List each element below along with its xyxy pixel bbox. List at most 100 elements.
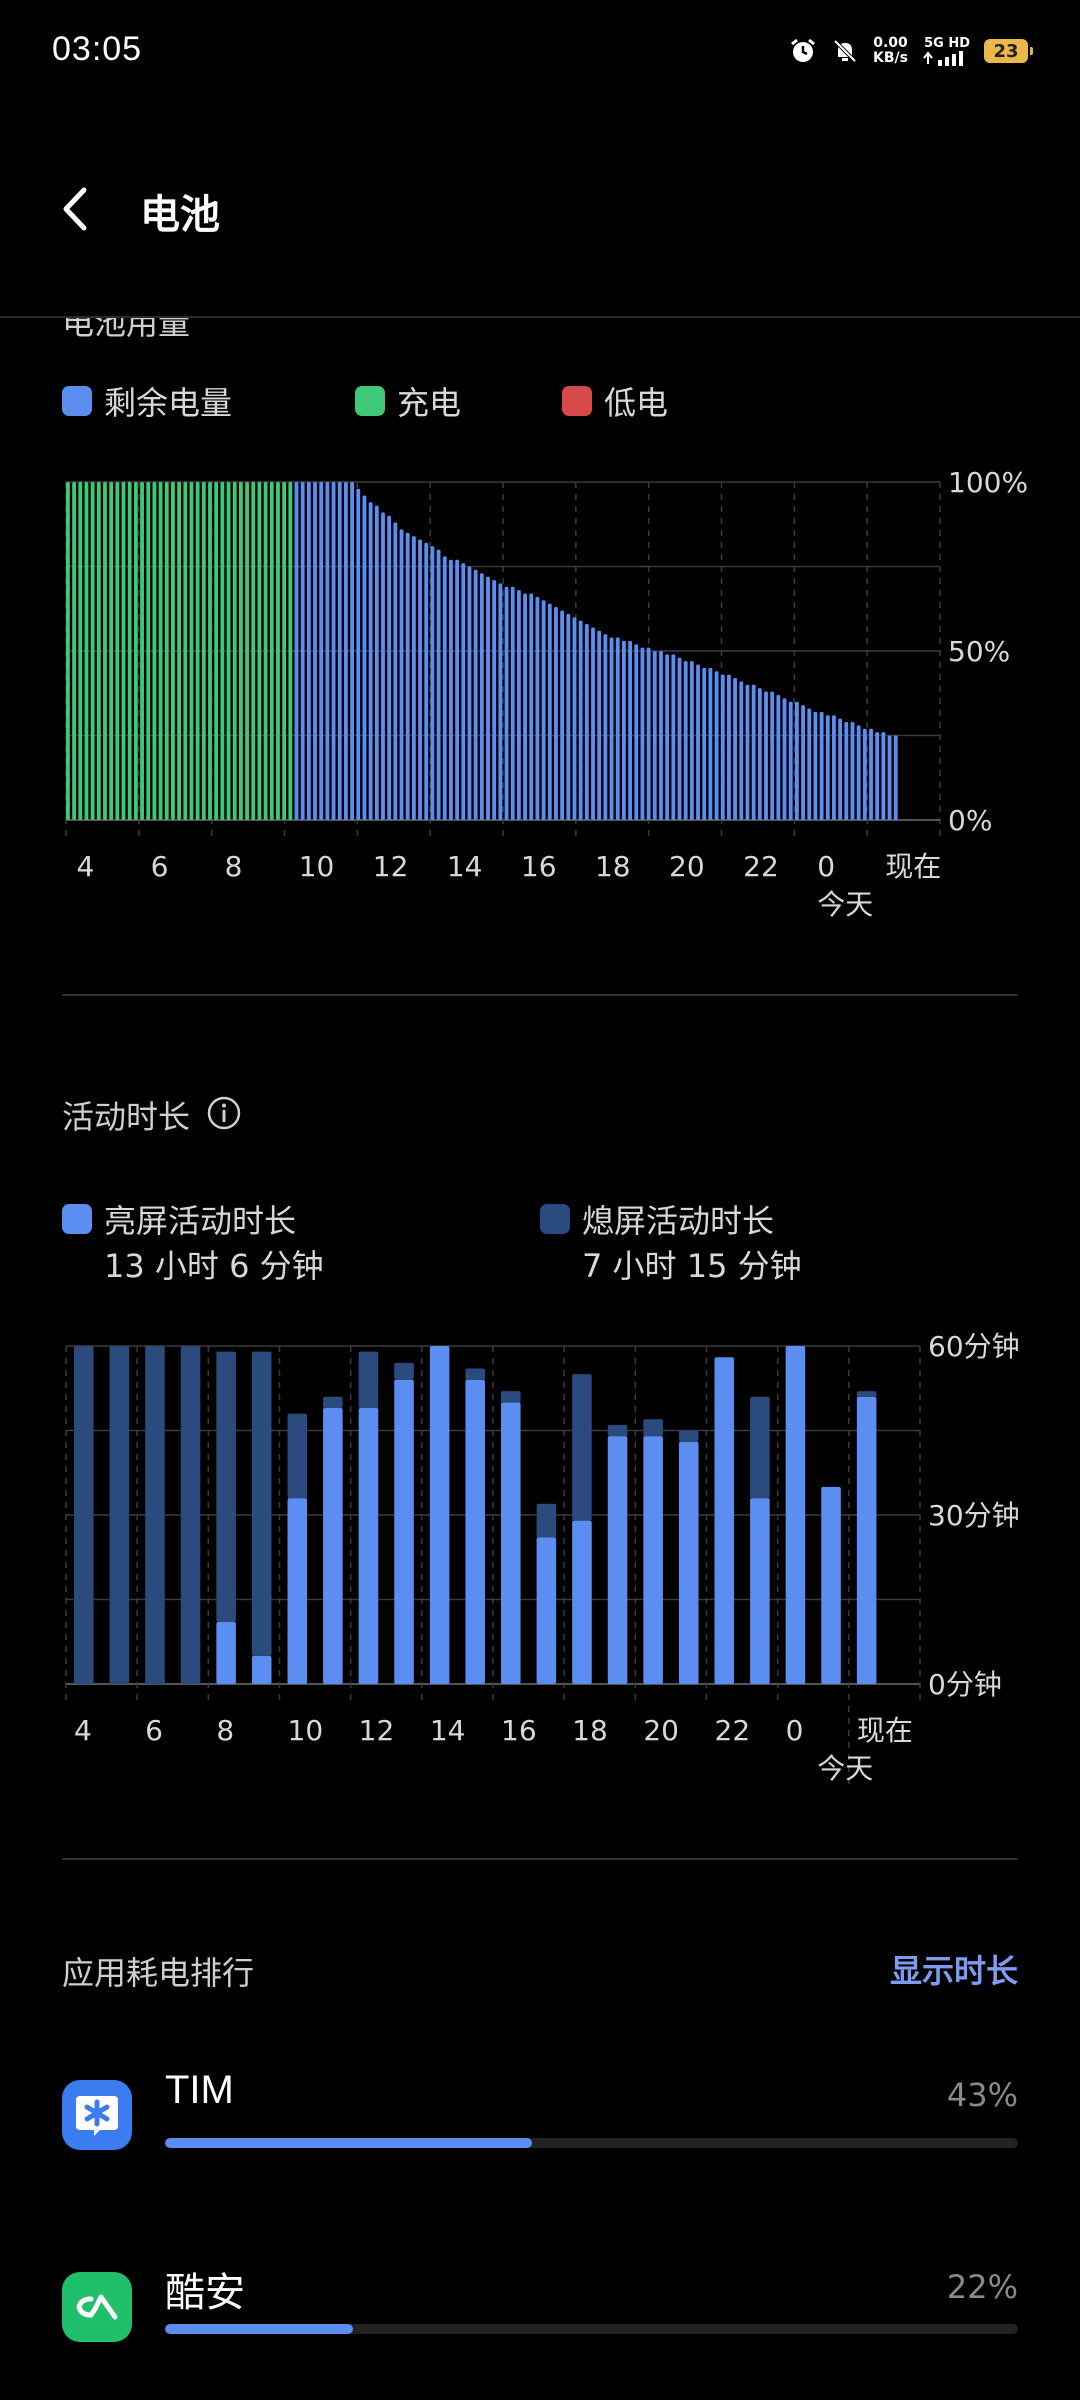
remaining-bar xyxy=(541,600,546,820)
legend-label: 充电 xyxy=(397,384,462,422)
screen-on-bar xyxy=(714,1357,735,1684)
charging-bar xyxy=(103,482,107,820)
charging-bar xyxy=(282,482,287,820)
section-divider xyxy=(62,994,1018,996)
charging-bar xyxy=(158,482,163,820)
remaining-bar xyxy=(516,590,521,820)
remaining-bar xyxy=(727,674,731,820)
screen-off-bar xyxy=(287,1413,308,1499)
screen-on-bar xyxy=(572,1520,592,1684)
x-tick-label: 18 xyxy=(595,850,631,883)
x-tick-label: 4 xyxy=(74,1714,92,1747)
app-name: TIM xyxy=(165,2068,234,2112)
app-percent: 43% xyxy=(946,2076,1018,2114)
page-title: 电池 xyxy=(140,192,220,238)
remaining-bar xyxy=(640,647,645,820)
legend-remaining: 剩余电量 xyxy=(62,378,232,424)
remaining-bar xyxy=(591,627,595,820)
legend-screen-on: 亮屏活动时长 13 小时 6 分钟 xyxy=(62,1196,324,1290)
remaining-bar xyxy=(628,640,633,820)
screen-on-bar xyxy=(394,1379,414,1684)
screen-off-bar xyxy=(856,1391,877,1397)
remaining-bar xyxy=(461,563,466,820)
legend-charging: 充电 xyxy=(355,378,461,424)
usage-bar-fill xyxy=(165,2324,353,2334)
charging-bar xyxy=(269,482,274,820)
x-tick-label: 6 xyxy=(145,1714,163,1747)
network-type: 5G HD xyxy=(924,35,970,51)
remaining-bar xyxy=(597,630,602,820)
y-tick-label: 100% xyxy=(948,466,1028,499)
legend-swatch xyxy=(540,1204,570,1234)
screen-off-bar xyxy=(607,1424,628,1437)
remaining-bar xyxy=(381,512,385,820)
screen-on-bar xyxy=(501,1402,521,1684)
section-divider xyxy=(62,1858,1018,1860)
screen-on-bar xyxy=(358,1407,379,1684)
charging-bar xyxy=(257,482,262,820)
remaining-bar xyxy=(306,482,311,820)
remaining-bar xyxy=(535,596,540,820)
screen-off-bar xyxy=(678,1430,699,1442)
remaining-bar xyxy=(529,593,534,820)
screen-on-bar xyxy=(750,1498,770,1684)
charging-bar xyxy=(146,482,151,820)
charging-bar xyxy=(164,482,169,820)
screen-on-bar xyxy=(323,1407,343,1684)
remaining-bar xyxy=(622,640,626,820)
x-tick-label: 6 xyxy=(151,850,169,883)
remaining-bar xyxy=(455,559,460,820)
status-icons: 0.00 KB/s 5G HD 23 xyxy=(789,35,1033,66)
remaining-bar xyxy=(689,661,694,820)
x-tick-label: 0 xyxy=(786,1714,804,1747)
remaining-bar xyxy=(683,661,688,820)
net-speed-value: 0.00 xyxy=(873,35,908,51)
info-icon[interactable] xyxy=(206,1095,242,1131)
app-row-tim[interactable]: TIM 43% xyxy=(62,2068,1018,2190)
x-tick-label: 0 xyxy=(817,850,835,883)
screen-on-bar xyxy=(251,1655,272,1684)
remaining-bar xyxy=(479,573,484,820)
screen-on-bar xyxy=(856,1396,877,1684)
remaining-bar xyxy=(788,701,793,820)
legend-label: 亮屏活动时长 xyxy=(104,1202,297,1240)
x-tick-label: 现在 xyxy=(885,850,941,883)
charging-bar xyxy=(214,482,219,820)
remaining-bar xyxy=(714,671,719,820)
usage-bar xyxy=(165,2138,1018,2148)
charging-bar xyxy=(152,482,157,820)
status-time: 03:05 xyxy=(52,30,143,68)
remaining-bar xyxy=(300,482,305,820)
screen-on-bar xyxy=(785,1346,806,1684)
screen-off-bar xyxy=(465,1368,485,1380)
screen-on-bar xyxy=(607,1436,628,1684)
y-tick-label: 0% xyxy=(948,804,992,837)
charging-bar xyxy=(183,482,188,820)
remaining-bar xyxy=(720,674,725,820)
charging-bar xyxy=(195,482,200,820)
back-button[interactable] xyxy=(56,184,96,234)
x-tick-label: 12 xyxy=(373,850,409,883)
legend-value: 13 小时 6 分钟 xyxy=(104,1247,324,1285)
charging-bar xyxy=(276,482,280,820)
net-speed: 0.00 KB/s xyxy=(873,36,908,66)
remaining-bar xyxy=(825,715,830,820)
charging-bar xyxy=(251,482,256,820)
charging-bar xyxy=(115,482,120,820)
charging-bar xyxy=(96,482,101,820)
x-tick-label: 12 xyxy=(359,1714,395,1747)
remaining-bar xyxy=(399,529,404,820)
x-tick-label: 18 xyxy=(572,1714,608,1747)
app-row-coolapk[interactable]: 酷安 22% xyxy=(62,2268,1018,2382)
signal-icon xyxy=(923,50,963,66)
remaining-bar xyxy=(418,539,422,820)
show-duration-button[interactable]: 显示时长 xyxy=(889,1952,1018,1990)
charging-bar xyxy=(288,482,293,820)
x-tick-label: 20 xyxy=(643,1714,679,1747)
remaining-bar xyxy=(708,667,713,820)
remaining-bar xyxy=(838,718,843,820)
legend-label: 低电 xyxy=(604,384,669,422)
screen-off-bar xyxy=(750,1396,770,1499)
remaining-bar xyxy=(794,701,799,820)
